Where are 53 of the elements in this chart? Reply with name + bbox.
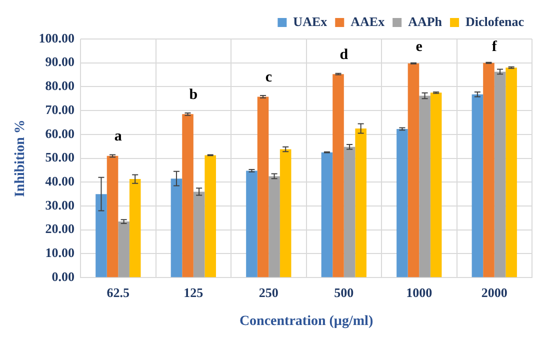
x-tick-label: 500 [334,284,354,300]
annotation: c [265,69,272,86]
x-tick-label: 2000 [481,284,508,300]
x-tick-label: 250 [258,284,278,300]
y-tick-label: 0.00 [52,268,75,284]
bar [118,222,130,278]
y-tick-label: 80.00 [45,78,75,94]
y-tick-label: 40.00 [45,174,75,189]
bar [419,96,430,278]
legend-label: AAEx [350,14,386,29]
y-tick-label: 50.00 [45,150,75,165]
legend-label: UAEx [293,14,328,29]
bar [96,194,107,278]
bar [246,170,258,278]
bar [344,146,356,278]
y-tick-label: 90.00 [45,54,75,70]
y-tick-label: 30.00 [45,197,75,212]
annotation: f [492,38,498,55]
annotation: e [416,38,423,55]
bar [268,176,280,278]
y-tick-label: 10.00 [45,245,75,260]
legend-label: Diclofenac [466,14,524,29]
x-tick-label: 1000 [406,284,432,300]
bar [193,192,205,278]
bar [280,149,292,278]
bar [355,128,366,278]
y-tick-label: 60.00 [45,126,75,141]
bar [321,152,333,278]
x-tick-label: 62.5 [106,284,130,300]
bar [332,74,344,278]
bar [506,68,517,278]
y-tick-label: 100.00 [38,30,75,46]
bar [106,156,118,278]
bar [182,114,194,278]
y-tick-label: 20.00 [45,221,75,236]
annotation: b [189,86,198,103]
bar [204,155,216,278]
x-tick-label: 125 [184,284,204,300]
annotation: d [340,47,349,64]
bar [494,72,506,278]
bar [472,94,484,278]
annotation: a [114,128,122,145]
legend-label: AAPh [408,14,443,29]
bar [129,179,141,278]
bar [483,62,494,278]
bar [396,128,408,278]
x-axis-title: Concentration (µg/ml) [239,314,374,330]
y-tick-label: 70.00 [45,102,75,117]
bar [408,63,420,278]
bar [257,96,269,278]
y-axis-title: Inhibition % [13,120,28,198]
bar [430,92,442,278]
bar [170,178,182,278]
